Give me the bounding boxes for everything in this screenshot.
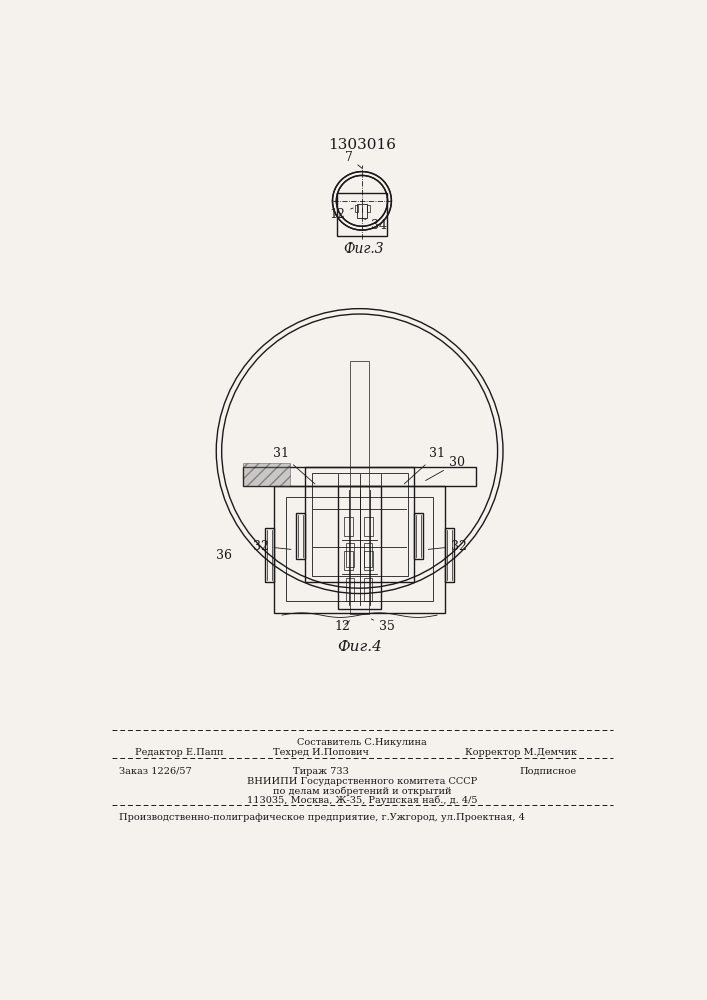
Text: 31: 31	[404, 447, 445, 484]
Bar	[363, 551, 373, 570]
Bar	[337, 193, 387, 235]
Bar	[445, 528, 454, 582]
Text: 1303016: 1303016	[328, 138, 396, 152]
Text: 30: 30	[426, 456, 464, 481]
Text: Производственно-полиграфическое предприятие, г.Ужгород, ул.Проектная, 4: Производственно-полиграфическое предприя…	[119, 813, 525, 822]
Text: 113035, Москва, Ж-35, Раушская наб., д. 4/5: 113035, Москва, Ж-35, Раушская наб., д. …	[247, 795, 477, 805]
Bar	[344, 551, 354, 570]
Text: Заказ 1226/57: Заказ 1226/57	[119, 767, 192, 776]
Text: 7: 7	[345, 151, 362, 168]
Bar	[274, 486, 445, 613]
Text: 36: 36	[216, 549, 232, 562]
Bar	[368, 205, 370, 212]
Bar	[363, 543, 372, 567]
Text: Корректор М.Демчик: Корректор М.Демчик	[464, 748, 577, 757]
Text: 31: 31	[273, 447, 315, 484]
Text: Подписное: Подписное	[520, 767, 577, 776]
Bar	[351, 361, 369, 614]
Bar	[305, 466, 414, 582]
Text: 32: 32	[428, 540, 467, 553]
Text: 12: 12	[335, 620, 351, 633]
Bar	[346, 543, 354, 567]
Text: 35: 35	[371, 619, 395, 633]
Bar	[414, 513, 423, 559]
Text: 34: 34	[363, 219, 387, 232]
Text: Техред И.Попович: Техред И.Попович	[273, 748, 369, 757]
Bar	[312, 473, 408, 576]
Bar	[357, 204, 367, 218]
Bar	[344, 517, 354, 536]
Bar	[339, 486, 381, 609]
Text: Фиг.4: Фиг.4	[337, 640, 382, 654]
Bar	[286, 497, 433, 601]
Text: Редактор Е.Папп: Редактор Е.Папп	[135, 748, 223, 757]
Bar	[363, 517, 373, 536]
Bar	[265, 528, 274, 582]
Bar	[296, 513, 305, 559]
Bar	[346, 578, 354, 601]
Text: Тираж 733: Тираж 733	[293, 767, 349, 776]
Text: ВНИИПИ Государственного комитета СССР: ВНИИПИ Государственного комитета СССР	[247, 777, 477, 786]
Bar	[355, 205, 358, 212]
Bar	[243, 466, 476, 486]
Bar	[243, 463, 290, 486]
Text: Фиг.3: Фиг.3	[343, 242, 384, 256]
Text: 12: 12	[329, 208, 354, 221]
Text: Составитель С.Никулина: Составитель С.Никулина	[297, 738, 427, 747]
Bar	[363, 578, 372, 601]
Text: 32: 32	[252, 540, 291, 553]
Text: по делам изобретений и открытий: по делам изобретений и открытий	[273, 786, 451, 796]
